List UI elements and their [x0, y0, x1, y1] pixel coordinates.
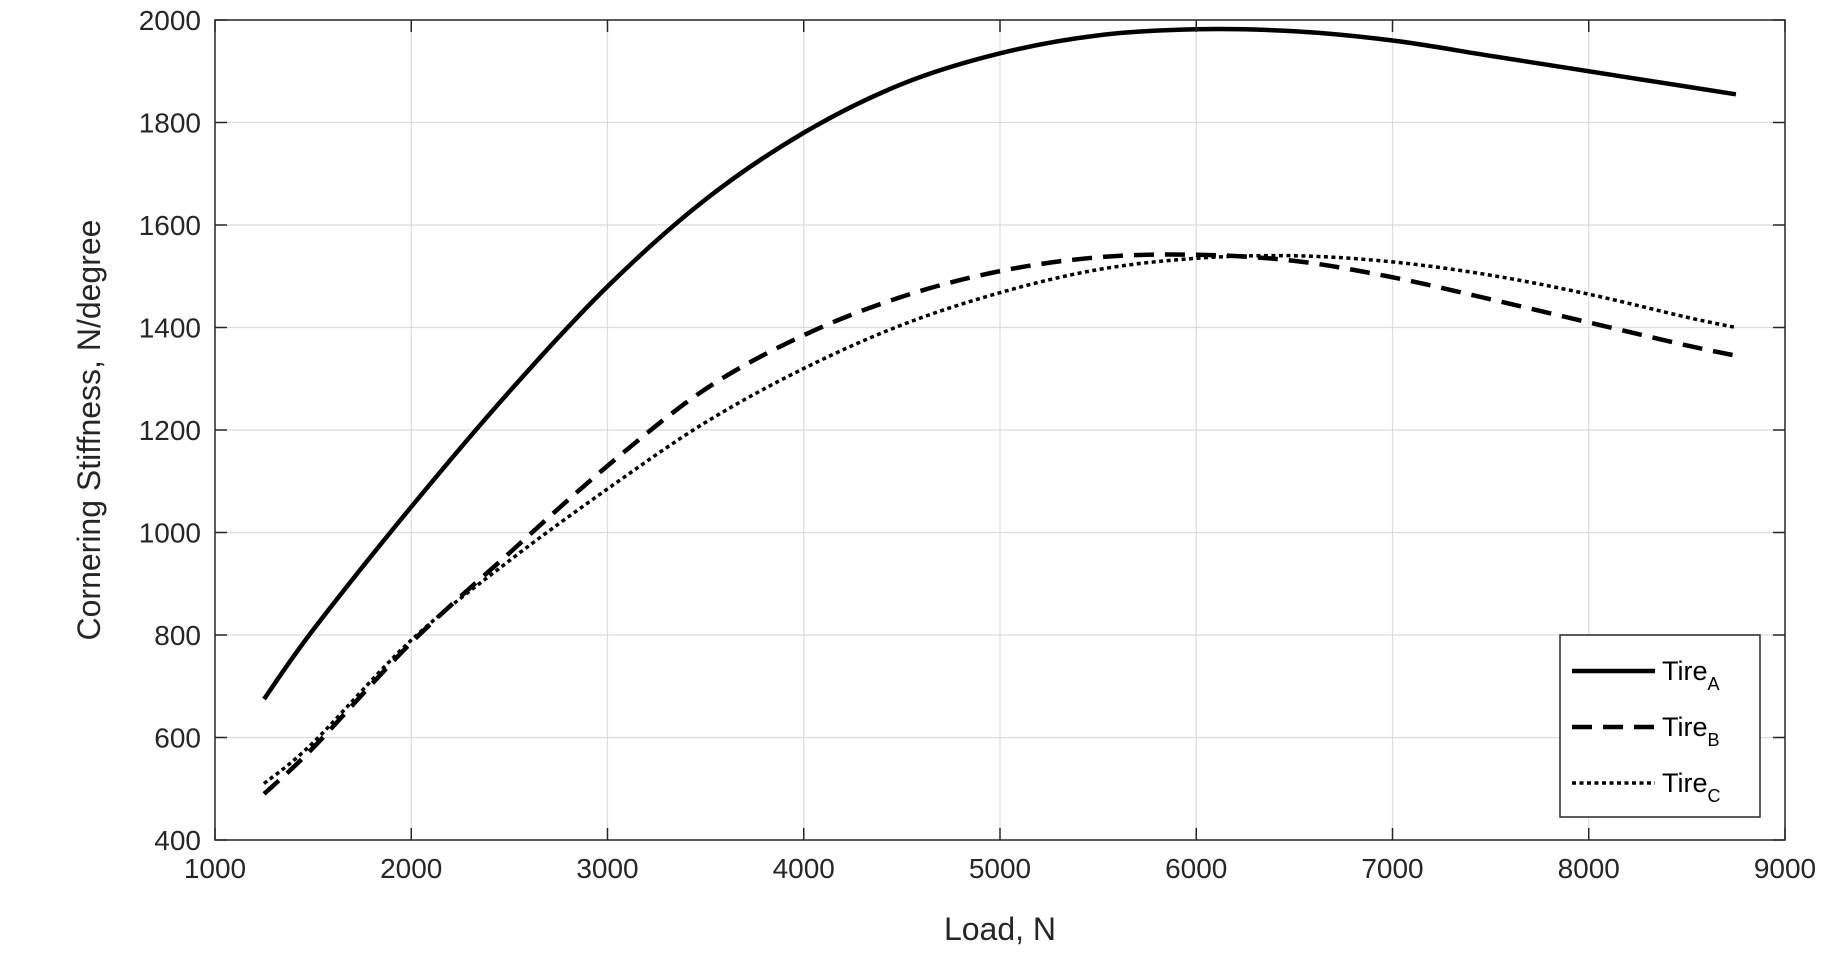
y-tick-label: 1000 — [139, 518, 201, 549]
tick-labels: 1000 2000 3000 4000 5000 6000 7000 8000 9000 400 6… — [139, 5, 1816, 884]
x-tick-label: 3000 — [576, 853, 638, 884]
y-tick-label: 2000 — [139, 5, 201, 36]
legend-label-subscript: B — [1708, 730, 1720, 750]
y-tick-label: 1600 — [139, 210, 201, 241]
y-tick-label: 800 — [154, 620, 201, 651]
x-tick-label: 2000 — [380, 853, 442, 884]
x-tick-label: 4000 — [773, 853, 835, 884]
series-layer — [262, 26, 1737, 796]
x-tick-label: 1000 — [184, 853, 246, 884]
ticks — [214, 19, 1786, 841]
y-tick-label: 1800 — [139, 108, 201, 139]
x-tick-label: 7000 — [1361, 853, 1423, 884]
y-tick-label: 1400 — [139, 313, 201, 344]
series-line-c — [262, 253, 1737, 785]
x-tick-label: 9000 — [1754, 853, 1816, 884]
y-tick-label: 600 — [154, 723, 201, 754]
x-tick-label: 5000 — [969, 853, 1031, 884]
x-tick-label: 8000 — [1558, 853, 1620, 884]
y-tick-label: 1200 — [139, 415, 201, 446]
legend-label-subscript: A — [1708, 674, 1720, 694]
y-tick-label: 400 — [154, 825, 201, 856]
series-line-a — [262, 26, 1737, 701]
x-axis-title: Load, N — [944, 911, 1056, 947]
y-axis-title: Cornering Stiffness, N/degree — [71, 220, 107, 641]
legend-label-subscript: C — [1708, 786, 1721, 806]
legend-box — [1559, 634, 1761, 818]
series-line-b — [262, 252, 1737, 796]
x-tick-label: 6000 — [1165, 853, 1227, 884]
